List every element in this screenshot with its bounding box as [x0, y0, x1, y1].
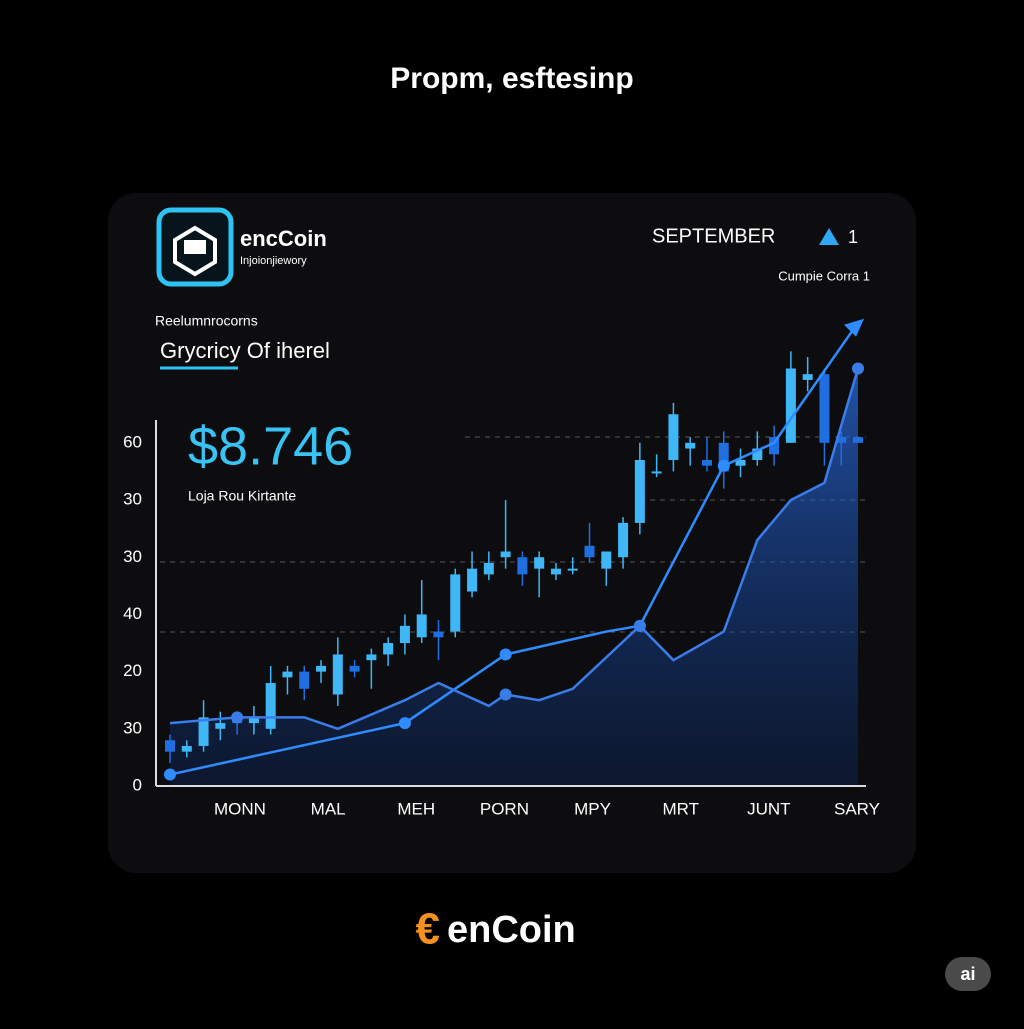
y-tick-label: 0	[133, 775, 142, 794]
page-title: Propm, esftesinp	[390, 62, 633, 95]
arrow-head	[844, 318, 864, 337]
area	[170, 368, 858, 786]
ai-badge	[945, 957, 991, 991]
change: 1	[848, 227, 858, 247]
x-tick-label: MRT	[662, 799, 699, 818]
line-marker	[852, 362, 864, 375]
candle-body	[550, 568, 561, 575]
line-marker	[398, 717, 411, 730]
candle-body	[349, 665, 360, 672]
candle-body	[836, 437, 847, 443]
section-title: Grycricy Of iherel	[160, 338, 330, 363]
candle-body	[534, 557, 545, 569]
plot	[164, 318, 864, 786]
brand-sub: Injoionjiewory	[240, 255, 307, 267]
candle-body	[215, 723, 226, 729]
candle-body	[517, 557, 528, 575]
candle-body	[248, 717, 259, 724]
candle-body	[299, 671, 310, 689]
up-arrow	[819, 228, 839, 245]
candle-body	[416, 614, 427, 638]
line-marker	[231, 711, 244, 724]
line-marker	[499, 688, 512, 701]
x-tick-label: JUNT	[747, 799, 790, 818]
price: $8.746	[188, 416, 353, 476]
candle-body	[701, 459, 712, 466]
candle-body	[181, 745, 192, 752]
x-tick-label: MAL	[311, 799, 346, 818]
candle-body	[651, 471, 662, 474]
candle-body	[366, 654, 377, 661]
y-tick-label: 30	[123, 547, 142, 566]
candle-body	[802, 374, 813, 380]
y-tick-label: 30	[123, 718, 142, 737]
candle-body	[685, 442, 696, 449]
y-tick-label: 60	[123, 432, 142, 451]
candle-body	[483, 562, 494, 575]
line-marker	[633, 619, 646, 632]
candle-body	[165, 740, 175, 752]
candle-body	[383, 643, 394, 655]
line	[169, 368, 860, 731]
line	[169, 322, 860, 776]
y-tick-label: 20	[123, 661, 142, 680]
x-tick-label: MPY	[574, 799, 611, 818]
section-label: Reelumnrocorns	[155, 313, 258, 329]
candle-body	[265, 683, 276, 729]
price-sub: Loja Rou Kirtante	[188, 488, 296, 504]
y-tick-label: 40	[123, 604, 142, 623]
x-tick-label: PORN	[480, 799, 529, 818]
candle-body	[450, 574, 461, 632]
footer-brand: enCoin	[447, 909, 576, 951]
logo-icon	[173, 225, 217, 277]
candle-body	[584, 545, 595, 558]
x-tick-label: MEH	[397, 799, 435, 818]
line-marker	[164, 768, 176, 781]
reference-lines	[160, 436, 866, 633]
candle-body	[332, 654, 343, 695]
candle-body	[198, 717, 209, 746]
candle-body	[785, 368, 796, 443]
month: SEPTEMBER	[652, 225, 775, 247]
candle-body	[282, 671, 293, 678]
candle-body	[634, 459, 645, 523]
candle-body	[500, 551, 511, 558]
candle-body	[769, 437, 780, 455]
candle-body	[752, 448, 763, 460]
ai-badge-label: ai	[960, 964, 975, 984]
candle-body	[853, 437, 863, 443]
x-tick-label: SARY	[834, 799, 880, 818]
candle-body	[567, 568, 578, 571]
x-tick-label: MONN	[214, 799, 266, 818]
logo-icon-core	[184, 240, 206, 254]
line-marker	[499, 648, 512, 661]
y-tick-label: 30	[123, 490, 142, 509]
footer-logo: €	[416, 905, 440, 954]
candle-body	[316, 665, 327, 672]
candle-body	[735, 459, 746, 466]
candle-body	[467, 568, 478, 592]
compare: Cumpie Corra 1	[778, 268, 870, 283]
line-marker	[717, 459, 730, 472]
candle-body	[718, 442, 729, 472]
candle-body	[819, 374, 830, 443]
candle-body	[668, 414, 679, 460]
candle-body	[618, 522, 629, 558]
candle-body	[399, 625, 410, 644]
candle-body	[433, 631, 444, 638]
brand: encCoin	[240, 226, 327, 251]
candle-body	[601, 551, 612, 569]
